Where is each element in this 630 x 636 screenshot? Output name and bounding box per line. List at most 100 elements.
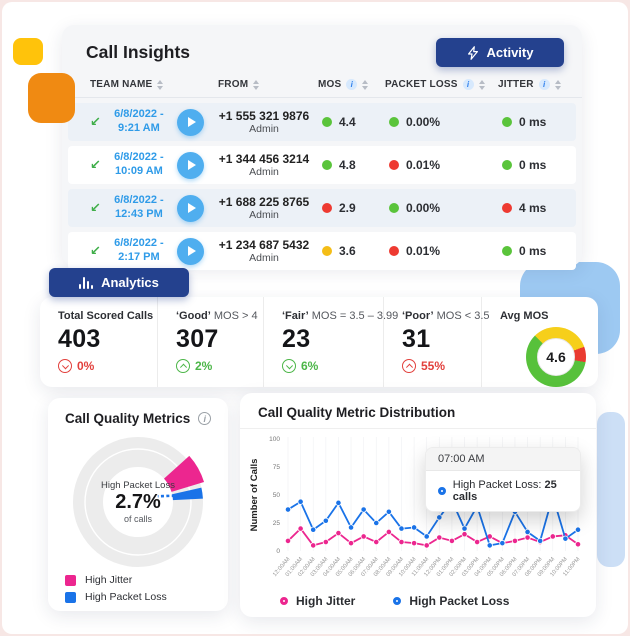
packet-loss-status-dot xyxy=(389,160,399,170)
sort-arrows-icon[interactable] xyxy=(478,79,485,90)
column-header-from[interactable]: FROM xyxy=(218,79,318,90)
play-button[interactable] xyxy=(176,151,204,179)
svg-text:25: 25 xyxy=(273,520,281,527)
decoration-blue-strip xyxy=(597,412,625,567)
packet-loss-value: 0.00% xyxy=(406,201,441,215)
jitter-status-dot xyxy=(502,246,512,256)
jitter-value: 0 ms xyxy=(519,115,547,129)
table-body: ↙ 6/8/2022 -9:21 AM +1 555 321 9876 Admin… xyxy=(62,103,582,270)
card-title: Call Quality Metrics xyxy=(65,411,191,426)
activity-button-label: Activity xyxy=(486,45,534,60)
sort-arrows-icon[interactable] xyxy=(362,79,369,90)
table-row[interactable]: ↙ 6/8/2022 -2:17 PM +1 234 687 5432 Admin… xyxy=(68,232,576,270)
legend-item-high-jitter: High Jitter xyxy=(65,574,228,586)
avg-mos-value: 4.6 xyxy=(537,338,575,376)
column-header-team-name[interactable]: TEAM NAME xyxy=(90,79,218,90)
sort-arrows-icon[interactable] xyxy=(554,79,561,90)
legend-swatch-blue xyxy=(65,591,76,603)
packet-loss-status-dot xyxy=(389,246,399,256)
table-row[interactable]: ↙ 6/8/2022 -12:43 PM +1 688 225 8765 Admi… xyxy=(68,189,576,227)
stat-fair-mos: ‘Fair’ MOS = 3.5 – 3.99 23 6% xyxy=(264,297,398,387)
activity-button[interactable]: Activity xyxy=(436,38,564,67)
sort-arrows-icon[interactable] xyxy=(253,79,260,90)
sort-arrows-icon[interactable] xyxy=(157,79,164,90)
call-quality-metrics-card: Call Quality Metrics i High Packet Loss … xyxy=(48,398,228,611)
play-button[interactable] xyxy=(176,237,204,265)
info-icon[interactable]: i xyxy=(198,412,212,425)
call-datetime: 6/8/2022 -10:09 AM xyxy=(114,151,164,177)
stat-delta: 55% xyxy=(402,359,475,373)
packet-loss-value: 0.01% xyxy=(406,158,441,172)
play-icon xyxy=(187,160,196,170)
analytics-button-label: Analytics xyxy=(101,275,159,290)
svg-text:Number of Calls: Number of Calls xyxy=(249,459,260,532)
donut-svg xyxy=(69,433,207,571)
legend-swatch-pink xyxy=(65,574,76,586)
caller-name: Admin xyxy=(249,123,279,135)
card-title: Call Quality Metric Distribution xyxy=(258,405,456,420)
packet-loss-value: 0.00% xyxy=(406,115,441,129)
call-insights-card: Call Insights Activity TEAM NAME FROM MO… xyxy=(62,25,582,270)
phone-number: +1 234 687 5432 xyxy=(218,238,310,252)
play-button[interactable] xyxy=(176,194,204,222)
caller-name: Admin xyxy=(249,209,279,221)
decoration-orange-square xyxy=(28,73,75,123)
quality-donut-chart[interactable]: High Packet Loss 2.7% of calls xyxy=(68,432,208,572)
jitter-value: 0 ms xyxy=(519,158,547,172)
jitter-value: 0 ms xyxy=(519,244,547,258)
incoming-call-icon: ↙ xyxy=(90,114,101,130)
stat-avg-mos: Avg MOS 4.6 xyxy=(482,297,598,387)
phone-number: +1 555 321 9876 xyxy=(218,109,310,123)
trend-arrow-icon xyxy=(58,359,72,373)
lightning-icon xyxy=(467,45,478,60)
trend-arrow-icon xyxy=(282,359,296,373)
call-datetime: 6/8/2022 -12:43 PM xyxy=(114,194,164,220)
analytics-button[interactable]: Analytics xyxy=(49,268,189,297)
call-quality-distribution-card: Call Quality Metric Distribution 100 75 50… xyxy=(240,393,596,617)
legend-item-high-packet-loss[interactable]: High Packet Loss xyxy=(393,594,509,608)
tooltip-time: 07:00 AM xyxy=(426,448,580,471)
column-header-jitter[interactable]: JITTER i xyxy=(498,79,576,90)
svg-text:100: 100 xyxy=(269,436,280,443)
stat-poor-mos: ‘Poor’ MOS < 3.5 31 55% xyxy=(384,297,490,387)
table-row[interactable]: ↙ 6/8/2022 -10:09 AM +1 344 456 3214 Admi… xyxy=(68,146,576,184)
stat-value: 307 xyxy=(176,325,219,353)
mos-value: 2.9 xyxy=(339,201,356,215)
stat-delta: 2% xyxy=(176,359,257,373)
stat-label: ‘Good’ MOS > 4 xyxy=(176,310,258,322)
stat-value: 31 xyxy=(402,325,431,353)
table-row[interactable]: ↙ 6/8/2022 -9:21 AM +1 555 321 9876 Admin… xyxy=(68,103,576,141)
play-button[interactable] xyxy=(176,108,204,136)
trend-arrow-icon xyxy=(176,359,190,373)
bar-chart-icon xyxy=(79,276,94,289)
packet-loss-status-dot xyxy=(389,203,399,213)
mos-value: 4.8 xyxy=(339,158,356,172)
jitter-status-dot xyxy=(502,117,512,127)
column-header-mos[interactable]: MOS i xyxy=(318,79,385,90)
stat-good-mos: ‘Good’ MOS > 4 307 2% xyxy=(158,297,264,387)
chart-legend: High Jitter High Packet Loss xyxy=(280,594,509,608)
incoming-call-icon: ↙ xyxy=(90,157,101,173)
info-icon[interactable]: i xyxy=(462,79,474,90)
jitter-status-dot xyxy=(502,160,512,170)
column-header-packet-loss[interactable]: PACKET LOSS i xyxy=(385,79,498,90)
table-header: TEAM NAME FROM MOS i PACKET LOSS i JITTE… xyxy=(62,71,582,98)
info-icon[interactable]: i xyxy=(538,79,550,90)
mos-status-dot xyxy=(322,160,332,170)
legend-item-high-jitter[interactable]: High Jitter xyxy=(280,594,355,608)
info-icon[interactable]: i xyxy=(346,79,358,90)
incoming-call-icon: ↙ xyxy=(90,243,101,259)
page-title: Call Insights xyxy=(86,42,191,62)
legend-item-high-packet-loss: High Packet Loss xyxy=(65,591,228,603)
svg-text:50: 50 xyxy=(273,492,281,499)
mos-status-dot xyxy=(322,203,332,213)
play-icon xyxy=(187,203,196,213)
legend-marker-blue xyxy=(393,597,402,605)
donut-legend: High Jitter High Packet Loss xyxy=(65,574,228,603)
phone-number: +1 688 225 8765 xyxy=(218,195,310,209)
stat-total-scored-calls: Total Scored Calls 403 0% xyxy=(40,297,158,387)
series-marker-icon xyxy=(438,487,446,495)
svg-text:0: 0 xyxy=(276,548,280,555)
